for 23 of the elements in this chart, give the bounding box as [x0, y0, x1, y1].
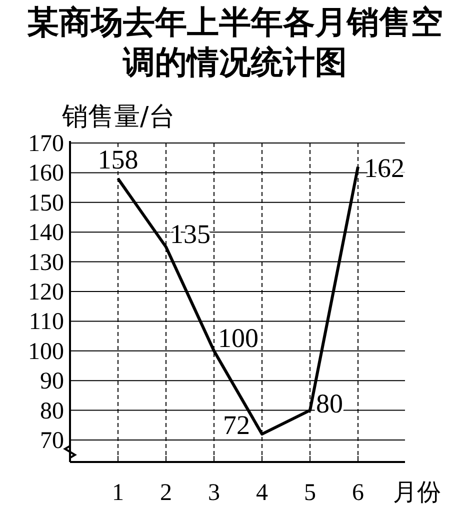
- y-tick-label: 130: [28, 250, 64, 276]
- y-tick-label: 140: [28, 220, 64, 246]
- chart-title: 某商场去年上半年各月销售空调的情况统计图: [26, 2, 444, 82]
- data-label: 72: [223, 410, 250, 440]
- data-label: 100: [218, 322, 258, 353]
- x-axis-title: 月份: [393, 478, 441, 506]
- y-tick-label: 80: [40, 398, 64, 424]
- y-tick-label: 100: [28, 338, 64, 365]
- y-axis-title: 销售量/台: [61, 102, 175, 132]
- y-tick-label: 70: [40, 428, 64, 454]
- y-tick-label: 120: [28, 280, 64, 306]
- x-tick-label: 1: [112, 480, 124, 506]
- x-tick-label: 6: [352, 480, 364, 506]
- x-tick-label: 2: [160, 480, 172, 506]
- y-tick-label: 170: [28, 131, 64, 157]
- y-tick-label: 150: [28, 190, 64, 216]
- data-label: 158: [98, 144, 138, 175]
- y-tick-label: 90: [40, 368, 64, 395]
- x-tick-label: 3: [208, 480, 220, 506]
- x-tick-label: 5: [304, 480, 316, 506]
- y-tick-label: 160: [28, 160, 64, 187]
- y-tick-label: 110: [28, 309, 64, 336]
- x-tick-label: 4: [256, 480, 268, 506]
